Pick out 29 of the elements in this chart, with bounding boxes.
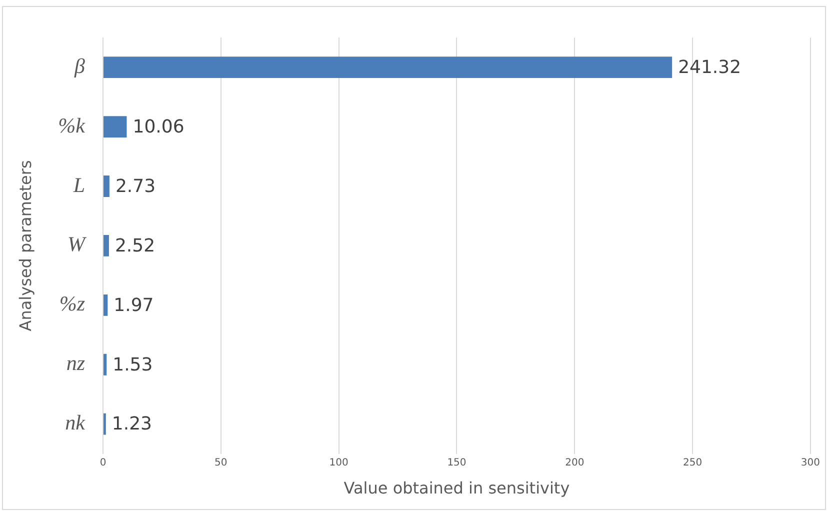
y-tick-label: W [68, 232, 88, 256]
data-label: 241.32 [678, 57, 742, 78]
x-tick-label: 200 [565, 457, 584, 468]
x-tick-label: 300 [800, 457, 820, 468]
y-tick-label: %k [58, 113, 86, 138]
x-tick-label: 0 [100, 457, 106, 468]
bar [104, 235, 109, 256]
data-label: 1.23 [112, 414, 152, 435]
data-label: 2.73 [115, 176, 156, 197]
bar [104, 294, 108, 316]
bar [104, 116, 127, 138]
bar [104, 56, 672, 78]
bar [104, 176, 110, 197]
x-tick-label: 50 [214, 457, 228, 468]
x-axis-title: Value obtained in sensitivity [344, 478, 570, 498]
data-label: 1.97 [114, 294, 154, 316]
y-tick-label: L [72, 172, 86, 197]
y-tick-label: β [74, 54, 86, 78]
x-tick-label: 100 [329, 457, 348, 468]
x-tick-label: 150 [447, 457, 466, 468]
data-label: 1.53 [112, 354, 153, 376]
y-axis-title: Analysed parameters [16, 160, 35, 332]
data-label: 2.52 [114, 235, 156, 256]
data-label: 10.06 [132, 116, 184, 138]
y-tick-label: %z [59, 292, 86, 316]
bar [104, 354, 107, 376]
x-tick-label: 250 [683, 457, 702, 468]
y-tick-label: nk [65, 410, 86, 435]
y-tick-label: nz [66, 351, 86, 376]
